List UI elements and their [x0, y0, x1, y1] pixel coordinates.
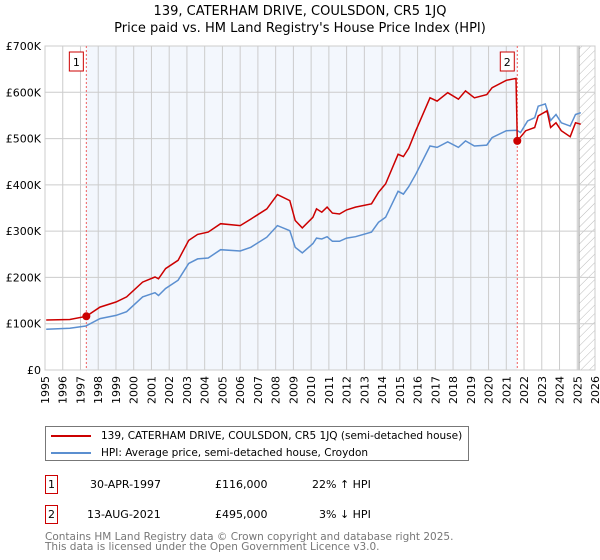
transaction-badge: 1: [45, 475, 58, 494]
y-tick-label: £200K: [6, 271, 42, 284]
sale-label-box: [68, 51, 84, 72]
x-tick-label: 2011: [323, 376, 336, 404]
sale-point: [82, 312, 91, 321]
x-tick-label: 1997: [74, 376, 87, 404]
x-tick-label: 2022: [518, 376, 531, 404]
x-tick-label: 2026: [589, 376, 600, 404]
x-tick-label: 1995: [39, 376, 52, 404]
x-tick-label: 2016: [412, 376, 425, 404]
x-tick-label: 2005: [216, 376, 229, 404]
x-tick-label: 2025: [571, 376, 584, 404]
transaction-hpi: 3% ↓ HPI: [319, 508, 371, 521]
x-tick-label: 2013: [358, 376, 371, 404]
x-tick-label: 2018: [447, 376, 460, 404]
property-price-line: [46, 77, 581, 321]
x-tick-label: 2006: [234, 376, 247, 404]
sale-label: 2: [504, 56, 511, 69]
sale-label-box: [499, 51, 515, 72]
y-tick-label: £100K: [6, 318, 42, 331]
x-tick-label: 2019: [465, 376, 478, 404]
x-tick-label: 2015: [394, 376, 407, 404]
transaction-date: 30-APR-1997: [90, 478, 162, 491]
transaction-hpi: 22% ↑ HPI: [312, 478, 371, 491]
x-tick-label: 1996: [57, 376, 70, 404]
footer-licence: This data is licensed under the Open Gov…: [45, 541, 380, 553]
transaction-date: 13-AUG-2021: [87, 508, 161, 521]
x-tick-label: 2023: [536, 376, 549, 404]
y-tick-label: £400K: [6, 179, 42, 192]
transaction-row: 2 13-AUG-2021 £495,000 3% ↓ HPI: [45, 505, 375, 525]
transaction-row: 1 30-APR-1997 £116,000 22% ↑ HPI: [45, 475, 375, 495]
legend-swatch-red: [51, 435, 91, 437]
legend-item-property: 139, CATERHAM DRIVE, COULSDON, CR5 1JQ (…: [46, 428, 462, 444]
legend-item-hpi: HPI: Average price, semi-detached house,…: [46, 445, 368, 461]
chart-title: 139, CATERHAM DRIVE, COULSDON, CR5 1JQ: [153, 4, 447, 19]
y-tick-label: £500K: [6, 133, 42, 146]
x-tick-label: 2004: [199, 376, 212, 404]
y-tick-label: £600K: [6, 86, 42, 99]
chart-legend: 139, CATERHAM DRIVE, COULSDON, CR5 1JQ (…: [45, 426, 469, 461]
transaction-price: £495,000: [215, 508, 268, 521]
transaction-badge: 2: [45, 505, 58, 524]
footer-copyright: Contains HM Land Registry data © Crown c…: [45, 531, 454, 543]
x-tick-label: 2007: [252, 376, 265, 404]
y-tick-label: £700K: [6, 40, 42, 53]
x-tick-label: 2021: [500, 376, 513, 404]
price-chart: 1 2 1995 1996 1997 1998 1999 2000 2001 2002 2003 20…: [6, 40, 600, 404]
y-tick-label: £0: [27, 364, 41, 377]
x-tick-label: 2001: [145, 376, 158, 404]
hpi-line: [46, 102, 582, 331]
forecast-hatch: [579, 46, 595, 370]
legend-swatch-blue: [51, 452, 91, 454]
sale-label: 1: [73, 56, 80, 69]
x-tick-label: 2017: [429, 376, 442, 404]
x-tick-label: 2024: [554, 376, 567, 404]
x-tick-label: 2009: [287, 376, 300, 404]
x-tick-label: 2008: [270, 376, 283, 404]
x-tick-label: 2020: [483, 376, 496, 404]
chart-subtitle: Price paid vs. HM Land Registry's House …: [114, 21, 486, 36]
transaction-price: £116,000: [215, 478, 268, 491]
x-tick-label: 2010: [305, 376, 318, 404]
x-tick-label: 2002: [163, 376, 176, 404]
sale-point: [513, 136, 522, 145]
ownership-shading: [86, 46, 518, 370]
x-tick-label: 2000: [128, 376, 141, 404]
x-tick-label: 1999: [110, 376, 123, 404]
x-tick-label: 1998: [92, 376, 105, 404]
legend-label: HPI: Average price, semi-detached house,…: [101, 447, 369, 459]
y-tick-label: £300K: [6, 225, 42, 238]
legend-label: 139, CATERHAM DRIVE, COULSDON, CR5 1JQ (…: [101, 430, 463, 442]
x-tick-label: 2014: [376, 376, 389, 404]
plot-frame: [44, 45, 596, 371]
x-tick-label: 2012: [341, 376, 354, 404]
x-tick-label: 2003: [181, 376, 194, 404]
